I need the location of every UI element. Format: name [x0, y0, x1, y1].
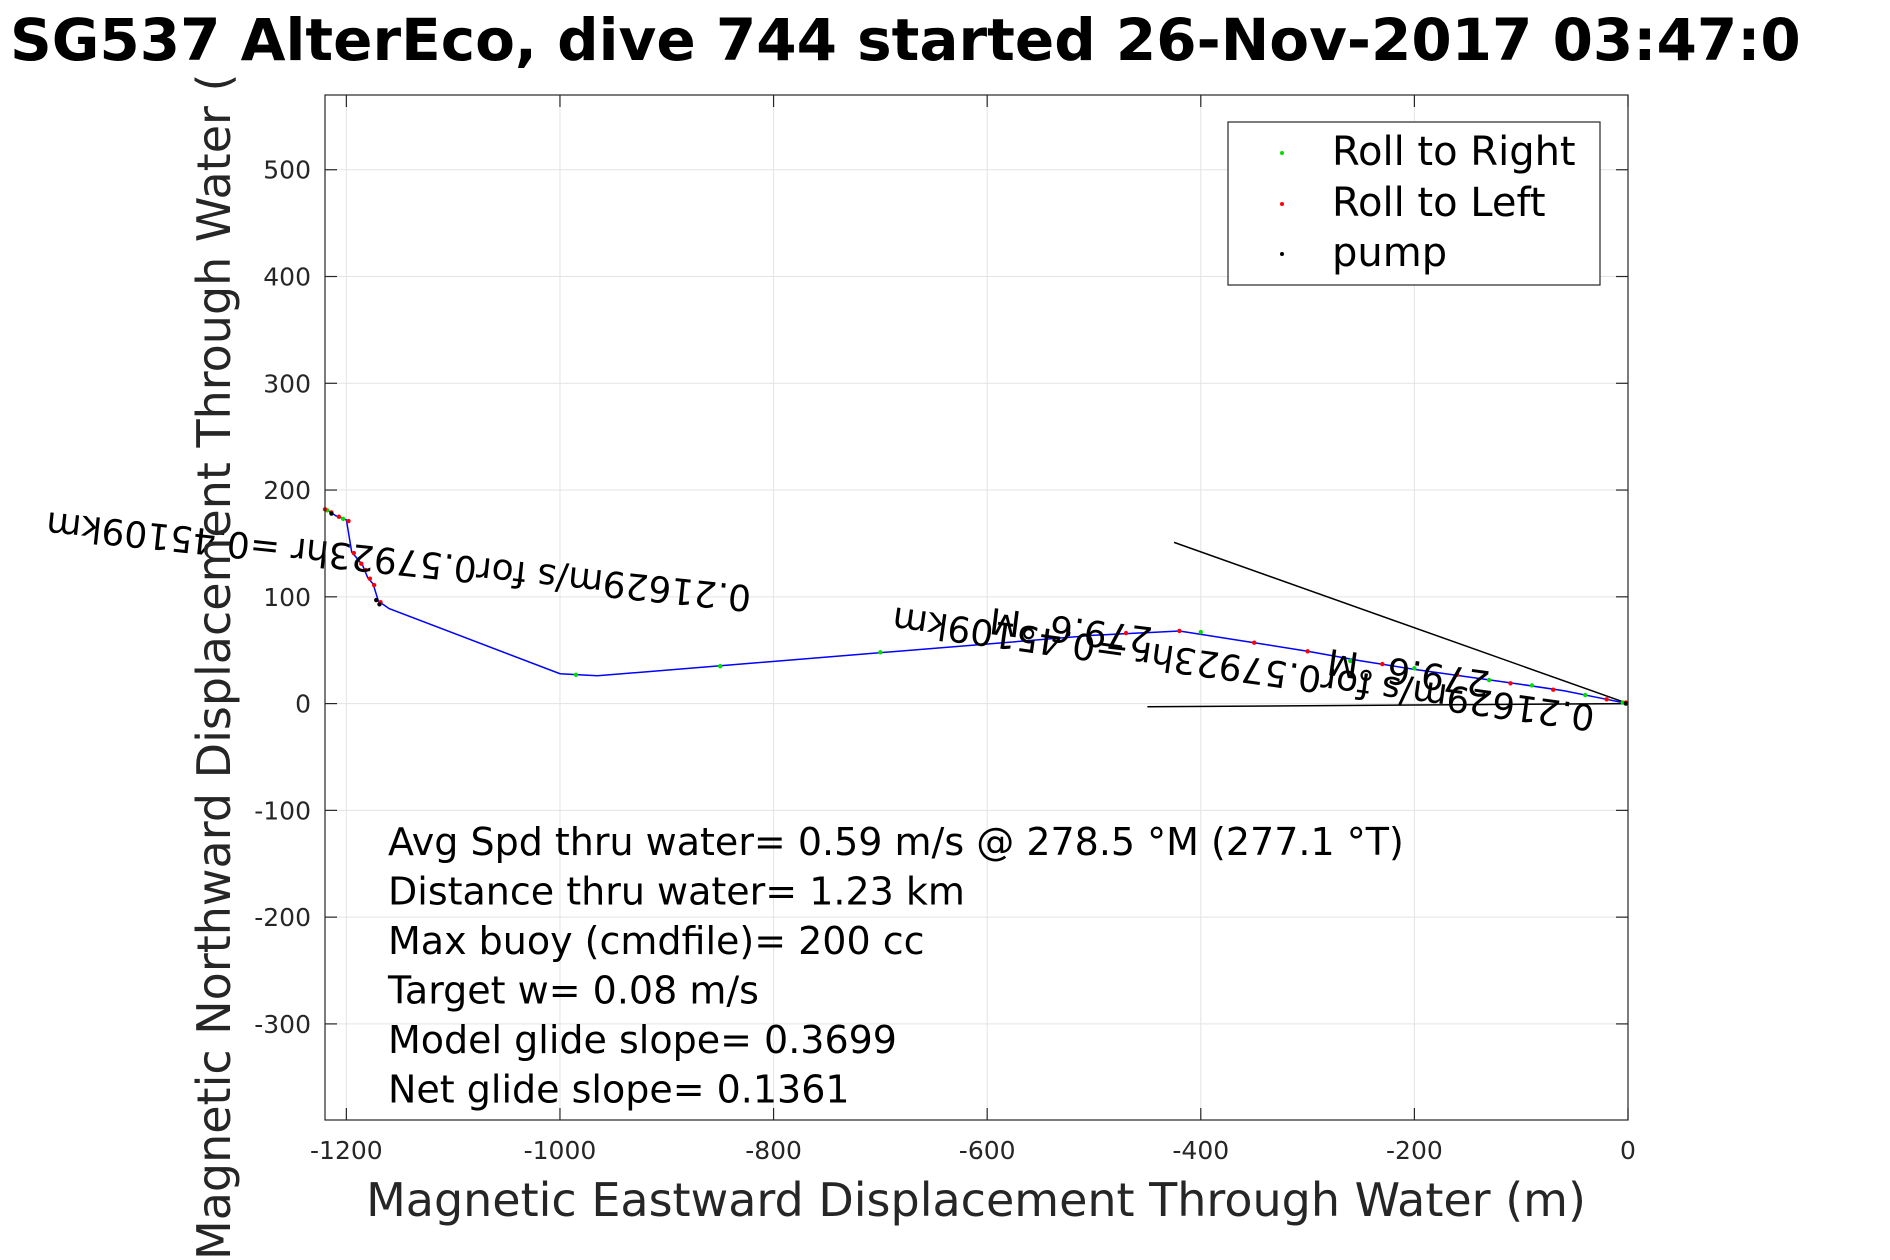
roll-left-point [351, 550, 357, 556]
roll-right-point [1348, 658, 1353, 664]
legend-label-roll-left: Roll to Left [1332, 180, 1546, 226]
annotation-line: Distance thru water= 1.23 km [388, 870, 965, 914]
roll-left-point [1380, 661, 1385, 667]
roll-left-point [346, 518, 351, 524]
track-line [325, 508, 1629, 705]
legend-label-pump: pump [1332, 230, 1447, 276]
tick-labels: -1200 -1000 -800 -600 -400 -200 0-300-200-1000… [254, 156, 1636, 1165]
annotation-line: Model glide slope= 0.3699 [388, 1018, 897, 1062]
y-tick-label: 400 [263, 263, 311, 292]
y-axis-label: Magnetic Northward Displacement Through … [187, 74, 241, 1260]
roll-left-point [1177, 628, 1182, 634]
y-tick-label: 0 [295, 690, 311, 719]
legend-marker-pump [1280, 252, 1284, 256]
y-tick-label: 200 [263, 476, 311, 505]
roll-left-point [1551, 687, 1556, 692]
roll-right-point [717, 664, 723, 669]
markers [322, 507, 1629, 706]
heading-line [1173, 541, 1629, 705]
roll-right-point [878, 650, 883, 655]
x-tick-label: -600 [959, 1136, 1016, 1165]
pump-point [374, 597, 379, 603]
roll-right-point [1529, 683, 1535, 688]
legend-marker-roll-right [1280, 151, 1284, 155]
annotations: Avg Spd thru water= 0.59 m/s @ 278.5 °M … [387, 820, 1404, 1112]
x-tick-label: -1000 [524, 1136, 597, 1165]
roll-left-point [359, 561, 364, 566]
roll-left-point [1305, 649, 1310, 654]
pump-point [1623, 701, 1629, 706]
y-tick-label: -100 [254, 796, 311, 825]
pump-point [329, 511, 334, 516]
roll-left-point [371, 582, 377, 588]
roll-left-point [336, 514, 342, 519]
x-tick-label: -1200 [310, 1136, 383, 1165]
roll-right-point [340, 516, 346, 522]
heading-lines [1147, 541, 1629, 708]
y-tick-label: -300 [254, 1010, 311, 1039]
y-tick-label: 300 [263, 369, 311, 398]
x-axis-label: Magnetic Eastward Displacement Through W… [366, 1173, 1586, 1227]
roll-left-point [1508, 681, 1513, 686]
legend: Roll to Right Roll to Left pump [1227, 121, 1601, 286]
roll-right-point [573, 672, 579, 677]
roll-left-point [1454, 672, 1460, 677]
roll-right-point [1583, 692, 1588, 698]
annotation-line: Target w= 0.08 m/s [387, 969, 759, 1013]
ticks [325, 95, 1629, 1120]
heading-line [1147, 702, 1629, 708]
roll-left-point [367, 576, 373, 581]
x-tick-label: 0 [1620, 1136, 1636, 1165]
chart-title: SG537 AlterEco, dive 744 started 26-Nov-… [10, 6, 1801, 74]
roll-right-point [1486, 677, 1492, 683]
roll-left-point [1123, 630, 1129, 636]
pump-point [377, 602, 382, 607]
x-tick-label: -800 [745, 1136, 802, 1165]
y-tick-label: 500 [263, 156, 311, 185]
legend-label-roll-right: Roll to Right [1332, 129, 1576, 175]
track [325, 508, 1629, 705]
plot-data [322, 507, 1629, 706]
legend-box [1227, 121, 1601, 286]
annotation-line: Max buoy (cmdfile)= 200 cc [388, 919, 925, 963]
roll-right-point [1412, 666, 1417, 671]
roll-left-point [363, 567, 368, 573]
x-tick-label: -200 [1386, 1136, 1443, 1165]
legend-marker-roll-left [1280, 202, 1284, 206]
x-tick-label: -400 [1172, 1136, 1229, 1165]
y-tick-label: -200 [254, 903, 311, 932]
annotation-line: Avg Spd thru water= 0.59 m/s @ 278.5 °M … [388, 820, 1404, 864]
roll-left-point [1604, 697, 1609, 702]
roll-left-point [1251, 640, 1257, 645]
axes-box [324, 94, 1629, 1121]
annotation-line: Net glide slope= 0.1361 [388, 1068, 850, 1112]
y-tick-label: 100 [263, 583, 311, 612]
roll-right-point [1198, 629, 1203, 635]
